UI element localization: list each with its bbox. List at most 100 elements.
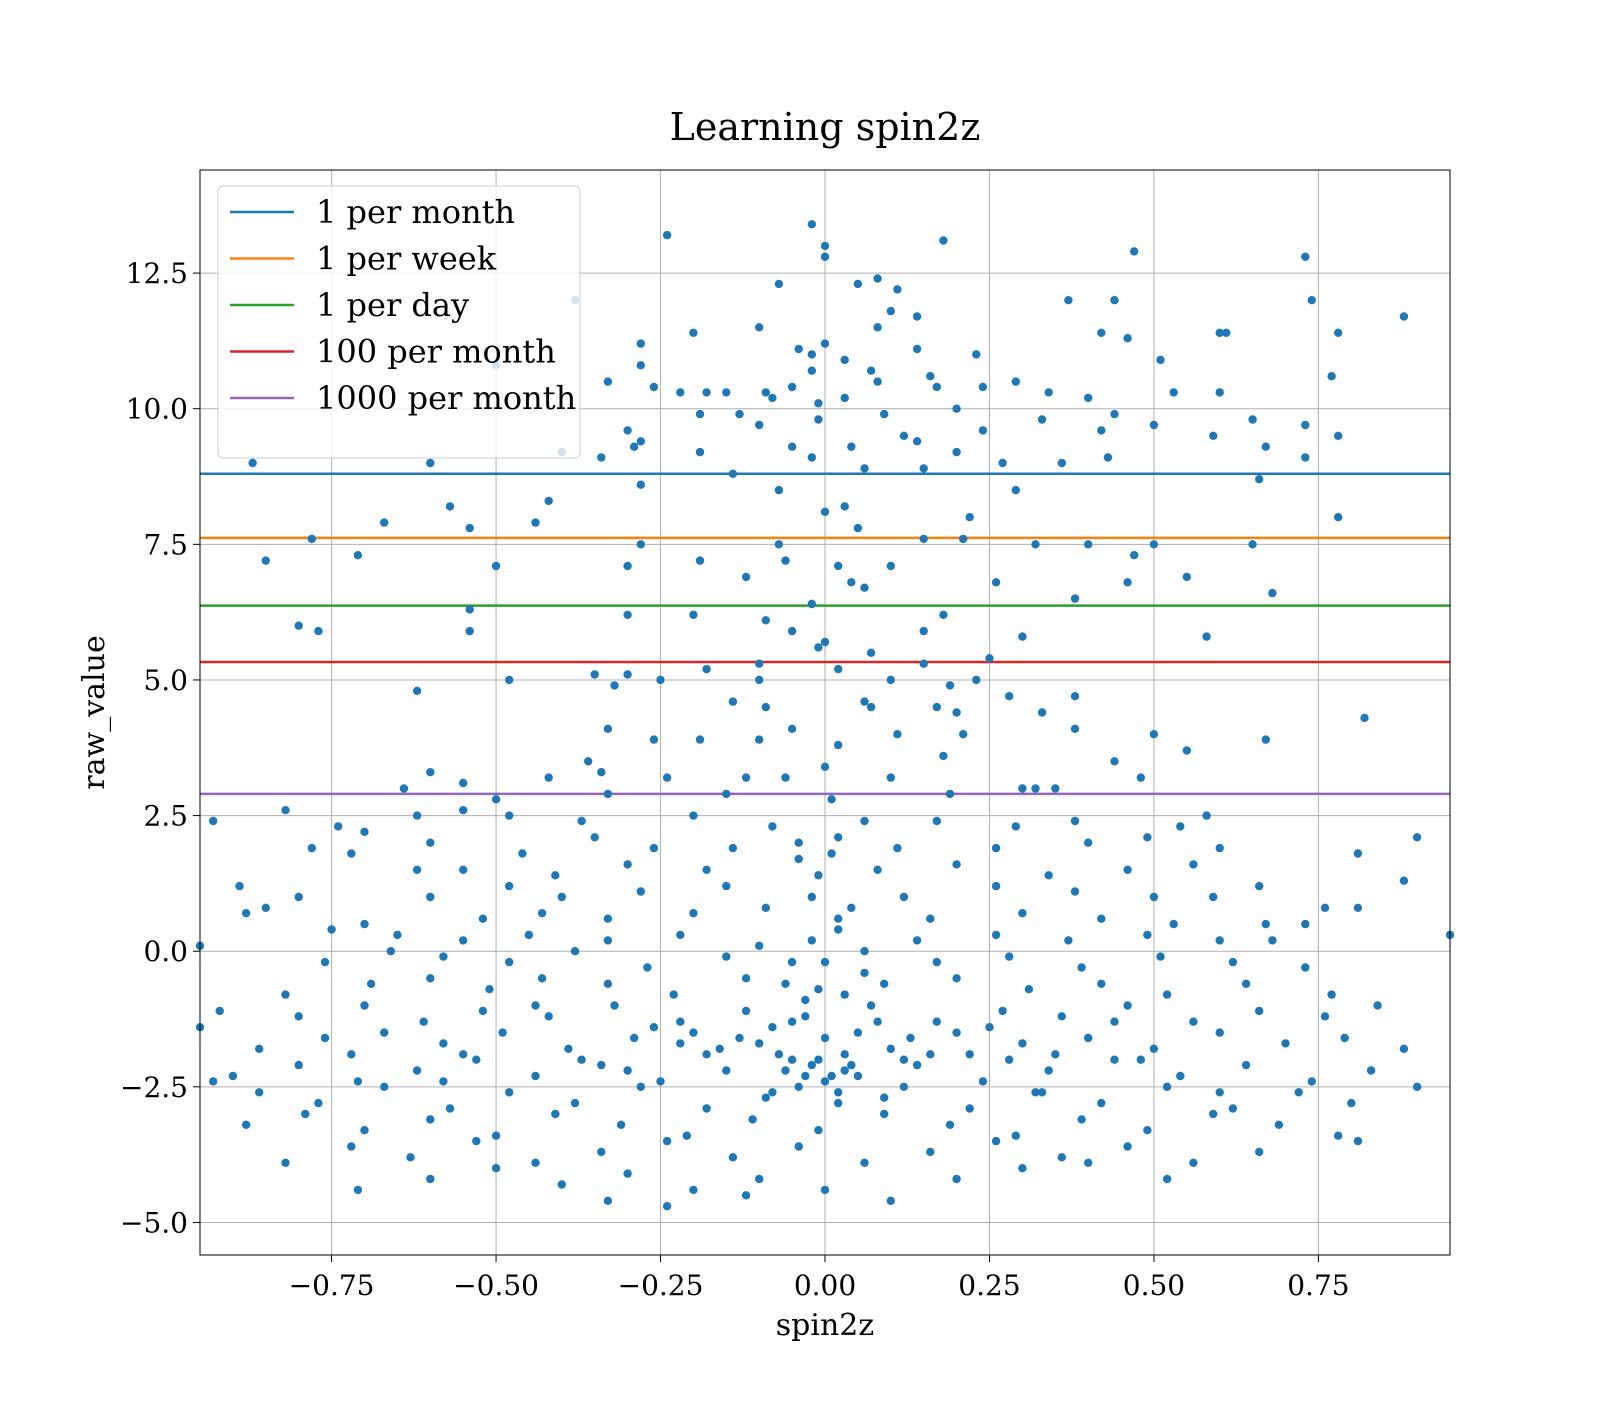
scatter-point	[1274, 1120, 1284, 1130]
scatter-point	[465, 626, 474, 636]
scatter-point	[873, 1017, 882, 1026]
scatter-point	[307, 843, 316, 853]
scatter-point	[623, 561, 632, 571]
scatter-point	[360, 1126, 369, 1135]
scatter-point	[1182, 746, 1192, 755]
scatter-point	[623, 426, 632, 435]
scatter-point	[1189, 1158, 1198, 1168]
scatter-point	[755, 735, 764, 744]
scatter-point	[353, 1077, 363, 1086]
grid	[200, 170, 1450, 1255]
scatter-point	[577, 1055, 586, 1064]
scatter-point	[998, 458, 1007, 468]
scatter-point	[991, 1136, 1001, 1146]
scatter-point	[755, 941, 764, 950]
scatter-point	[1123, 1142, 1132, 1151]
scatter-point	[439, 1039, 448, 1048]
scatter-point	[1031, 1088, 1040, 1097]
legend-label: 1000 per month	[316, 379, 576, 417]
scatter-point	[912, 1060, 922, 1070]
scatter-point	[774, 279, 784, 289]
scatter-point	[1162, 1082, 1172, 1092]
scatter-point	[814, 1055, 823, 1064]
scatter-point	[860, 697, 869, 706]
scatter-point	[1044, 871, 1053, 880]
scatter-point	[570, 947, 580, 956]
scatter-point	[1268, 588, 1277, 598]
scatter-point	[301, 1109, 310, 1119]
scatter-point	[1064, 296, 1073, 305]
scatter-point	[781, 556, 790, 565]
scatter-point	[1110, 409, 1119, 419]
scatter-point	[827, 795, 836, 804]
scatter-point	[695, 556, 705, 565]
scatter-point	[959, 534, 968, 544]
scatter-point	[228, 1071, 238, 1081]
scatter-point	[820, 957, 830, 967]
data-points	[195, 220, 1455, 1211]
scatter-point	[741, 1191, 751, 1200]
scatter-point	[419, 1017, 428, 1026]
scatter-point	[834, 664, 843, 674]
scatter-point	[505, 881, 514, 891]
scatter-point	[801, 1012, 810, 1021]
scatter-point	[840, 355, 849, 365]
scatter-point	[1057, 458, 1067, 468]
scatter-point	[1334, 328, 1343, 337]
scatter-point	[807, 366, 816, 375]
scatter-point	[393, 930, 402, 940]
scatter-point	[445, 1104, 455, 1113]
scatter-point	[761, 388, 770, 397]
scatter-point	[702, 664, 711, 674]
scatter-point	[255, 1044, 264, 1054]
scatter-point	[1037, 415, 1047, 424]
scatter-point	[656, 675, 665, 685]
scatter-point	[1261, 442, 1271, 451]
scatter-point	[1281, 1039, 1290, 1048]
scatter-point	[544, 496, 553, 506]
scatter-point	[603, 1196, 613, 1206]
scatter-point	[912, 936, 922, 945]
scatter-point	[1143, 833, 1152, 842]
scatter-point	[1051, 1050, 1060, 1059]
scatter-point	[491, 795, 501, 804]
scatter-point	[603, 979, 613, 988]
scatter-point	[307, 534, 316, 544]
scatter-point	[544, 1012, 553, 1021]
scatter-point	[623, 860, 632, 869]
scatter-point	[1366, 1066, 1376, 1075]
scatter-point	[912, 312, 922, 321]
scatter-point	[886, 675, 895, 685]
scatter-point	[1294, 1088, 1303, 1097]
scatter-point	[873, 377, 882, 386]
scatter-point	[1261, 735, 1271, 744]
scatter-point	[1255, 475, 1264, 484]
scatter-point	[1149, 892, 1159, 902]
scatter-point	[866, 366, 876, 375]
scatter-point	[1110, 757, 1119, 766]
scatter-point	[623, 1066, 632, 1075]
scatter-point	[603, 377, 613, 386]
scatter-point	[1399, 312, 1409, 321]
scatter-point	[689, 1028, 698, 1037]
scatter-point	[294, 1060, 303, 1070]
scatter-point	[873, 865, 882, 874]
scatter-point	[886, 561, 895, 571]
scatter-point	[1169, 919, 1178, 929]
scatter-point	[1241, 1060, 1251, 1070]
scatter-point	[1011, 822, 1020, 831]
scatter-point	[531, 1158, 540, 1168]
scatter-point	[518, 849, 527, 858]
scatter-point	[537, 909, 547, 918]
x-tick-label: −0.50	[453, 1269, 539, 1302]
scatter-point	[847, 442, 856, 451]
scatter-point	[873, 274, 882, 283]
scatter-point	[945, 681, 955, 690]
scatter-point	[978, 426, 988, 435]
scatter-point	[1070, 594, 1080, 603]
scatter-point	[1057, 1012, 1067, 1021]
scatter-point	[893, 285, 902, 294]
scatter-point	[768, 1022, 777, 1032]
scatter-point	[702, 1104, 711, 1113]
scatter-point	[577, 816, 586, 826]
